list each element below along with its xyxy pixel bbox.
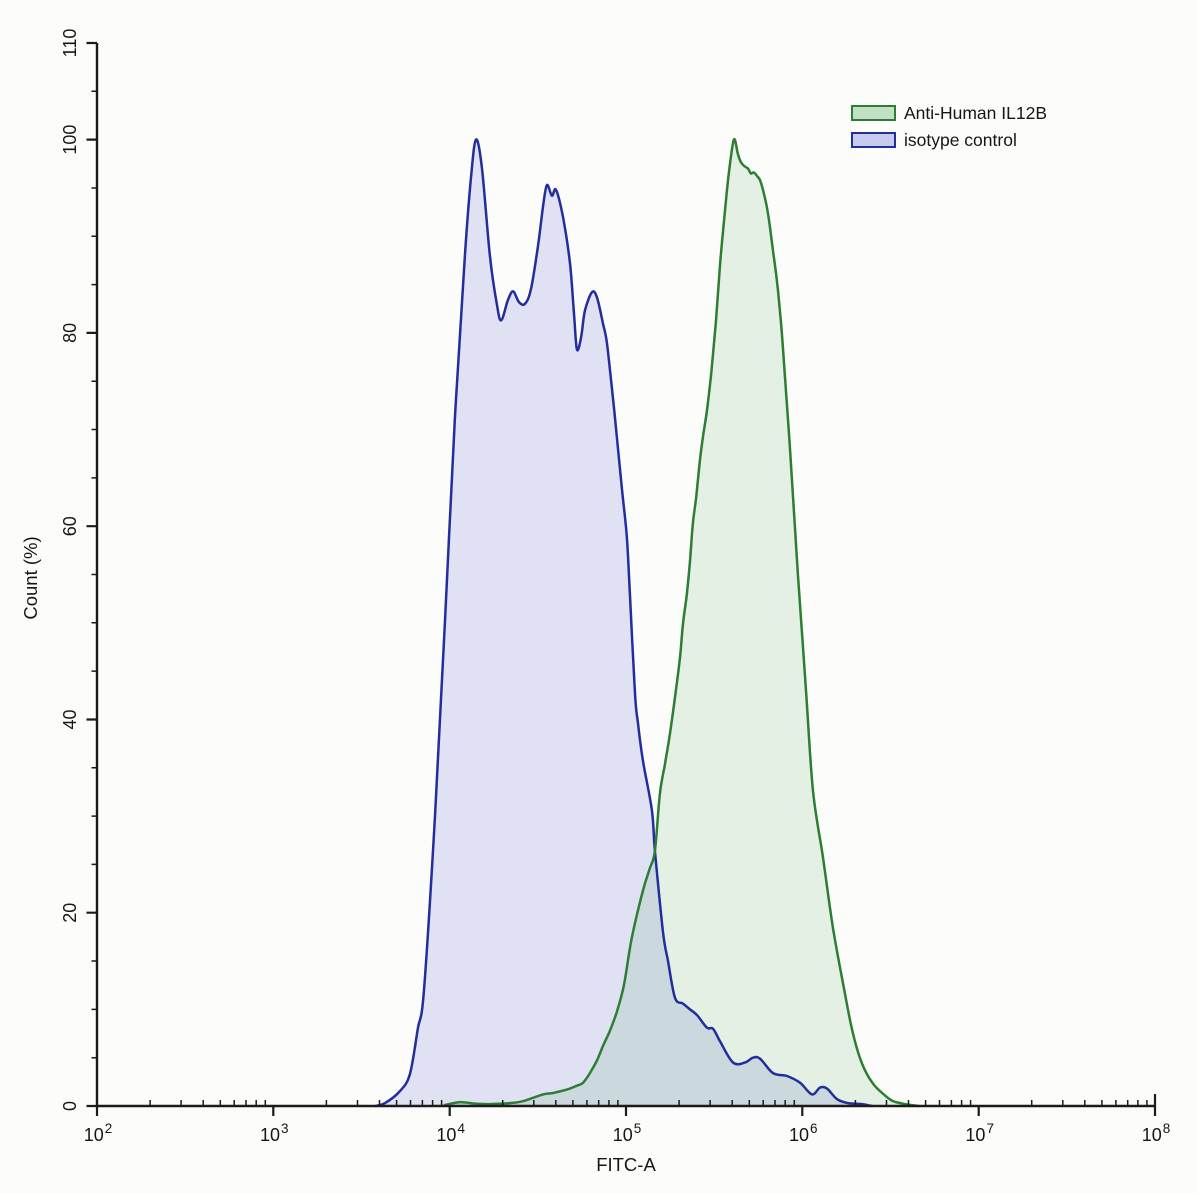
x-axis-minor-ticks	[149, 1100, 1148, 1106]
legend-label-isotype-control: isotype control	[904, 130, 1017, 150]
y-tick-label-110: 110	[60, 29, 80, 58]
x-tick-label-1e5: 105	[613, 1121, 642, 1145]
y-axis-major-ticks	[86, 41, 97, 1108]
y-axis-minor-ticks	[91, 90, 97, 1059]
x-tick-label-1e7: 107	[965, 1121, 994, 1145]
x-axis-title: FITC-A	[596, 1154, 656, 1175]
isotype-control-curve	[374, 138, 874, 1108]
anti-human-il12b-fill	[444, 139, 919, 1107]
x-tick-label-1e3: 103	[260, 1121, 289, 1145]
y-tick-label-40: 40	[60, 709, 80, 729]
x-tick-label-1e6: 106	[789, 1121, 818, 1145]
isotype-control-fill	[375, 139, 872, 1107]
legend-swatch-anti-human-il12b	[851, 105, 896, 121]
y-tick-label-60: 60	[60, 516, 80, 536]
y-axis-title: Count (%)	[20, 536, 41, 619]
curve-lines	[374, 137, 920, 1108]
x-axis-major-ticks	[95, 1094, 1157, 1116]
y-tick-label-80: 80	[60, 323, 80, 343]
x-tick-label-1e8: 108	[1142, 1121, 1171, 1145]
y-tick-label-100: 100	[60, 125, 80, 155]
legend-swatch-isotype-control	[851, 132, 896, 148]
x-tick-label-1e4: 104	[436, 1121, 465, 1145]
legend-label-anti-human-il12b: Anti-Human IL12B	[904, 103, 1047, 123]
anti-human-il12b-curve	[443, 137, 920, 1108]
y-tick-label-0: 0	[60, 1101, 80, 1111]
legend: Anti-Human IL12B isotype control	[851, 103, 1047, 150]
x-tick-label-1e2: 102	[84, 1121, 113, 1145]
y-tick-label-20: 20	[60, 903, 80, 923]
x-tick-labels: 102 103 104 105 106 107 108	[84, 1121, 1171, 1145]
y-tick-labels: 0 20 40 60 80 100 110	[60, 29, 80, 1111]
axes	[86, 41, 1157, 1116]
curve-fills	[375, 139, 919, 1107]
